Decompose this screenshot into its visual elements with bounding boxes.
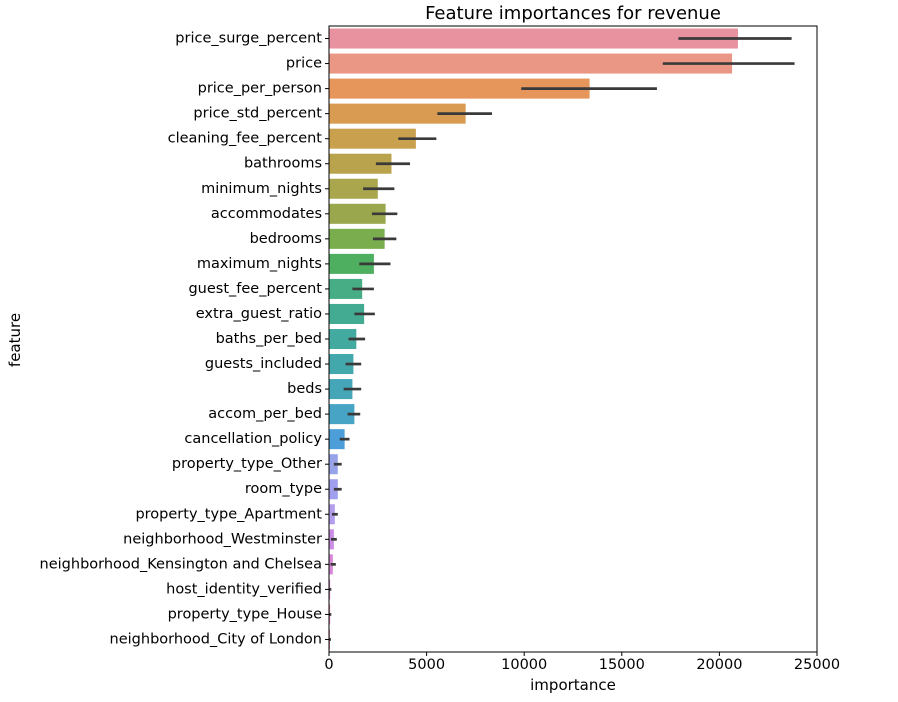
error-bars-group: [329, 37, 795, 641]
x-tick-label: 20000: [696, 657, 742, 673]
y-tick-label: property_type_House: [168, 606, 322, 622]
x-axis-ticks: 0 5000 10000 15000 20000 25000: [324, 652, 840, 673]
bar-guest-fee-percent: [329, 278, 363, 299]
bar-maximum-nights: [329, 253, 374, 274]
y-tick-label: room_type: [245, 481, 322, 497]
y-tick-label: accommodates: [211, 206, 322, 222]
bar-extra-guest-ratio: [329, 303, 365, 324]
y-tick-label: accom_per_bed: [208, 406, 322, 422]
y-tick-label: bedrooms: [250, 231, 322, 247]
y-tick-label: property_type_Apartment: [135, 506, 322, 522]
x-axis-label: importance: [530, 676, 616, 694]
bar-cancellation-policy: [329, 429, 345, 450]
bar-price-std-percent: [329, 103, 466, 124]
y-tick-label: neighborhood_Westminster: [123, 531, 322, 547]
bar-bedrooms: [329, 228, 385, 249]
bar-baths-per-bed: [329, 328, 357, 350]
y-tick-label: property_type_Other: [172, 456, 322, 472]
x-tick-label: 15000: [599, 657, 645, 673]
y-tick-label: price_std_percent: [193, 106, 322, 122]
y-tick-label: price: [286, 56, 322, 72]
bar-property-type-apartment: [329, 504, 335, 525]
chart-title: Feature importances for revenue: [425, 3, 721, 24]
x-tick-label: 10000: [501, 657, 547, 673]
y-tick-label: price_per_person: [198, 81, 322, 97]
bar-property-type-other: [329, 454, 338, 475]
y-tick-label: cleaning_fee_percent: [168, 131, 323, 147]
y-tick-label: bathrooms: [244, 156, 322, 172]
x-tick-label: 25000: [794, 657, 840, 673]
bar-cleaning-fee-percent: [329, 128, 416, 149]
bars-group: [329, 28, 738, 650]
bar-accom-per-bed: [329, 404, 355, 425]
bar-price-surge-percent: [329, 28, 738, 49]
y-tick-label: guests_included: [205, 356, 322, 372]
bar-price: [329, 53, 733, 74]
y-tick-label: neighborhood_Kensington and Chelsea: [40, 556, 322, 572]
bar-guests-included: [329, 354, 354, 375]
bar-beds: [329, 379, 353, 400]
x-tick-label: 5000: [408, 657, 445, 673]
y-tick-label: baths_per_bed: [216, 331, 322, 347]
y-tick-label: guest_fee_percent: [188, 281, 322, 297]
y-tick-label: extra_guest_ratio: [196, 306, 322, 322]
bar-accommodates: [329, 203, 386, 224]
x-tick-label: 0: [324, 657, 333, 673]
bar-room-type: [329, 479, 338, 500]
bar-price-per-person: [329, 78, 590, 99]
y-tick-label: beds: [287, 381, 322, 397]
y-tick-label: host_identity_verified: [166, 581, 322, 597]
y-tick-label: neighborhood_City of London: [110, 631, 322, 647]
bar-minimum-nights: [329, 178, 378, 199]
plot-frame: [328, 25, 818, 653]
bar-bathrooms: [329, 153, 392, 174]
y-tick-label: maximum_nights: [197, 256, 322, 272]
y-tick-label: minimum_nights: [201, 181, 322, 197]
y-axis-label: feature: [6, 313, 24, 367]
y-tick-label: cancellation_policy: [184, 431, 322, 447]
y-tick-label: price_surge_percent: [175, 31, 322, 47]
